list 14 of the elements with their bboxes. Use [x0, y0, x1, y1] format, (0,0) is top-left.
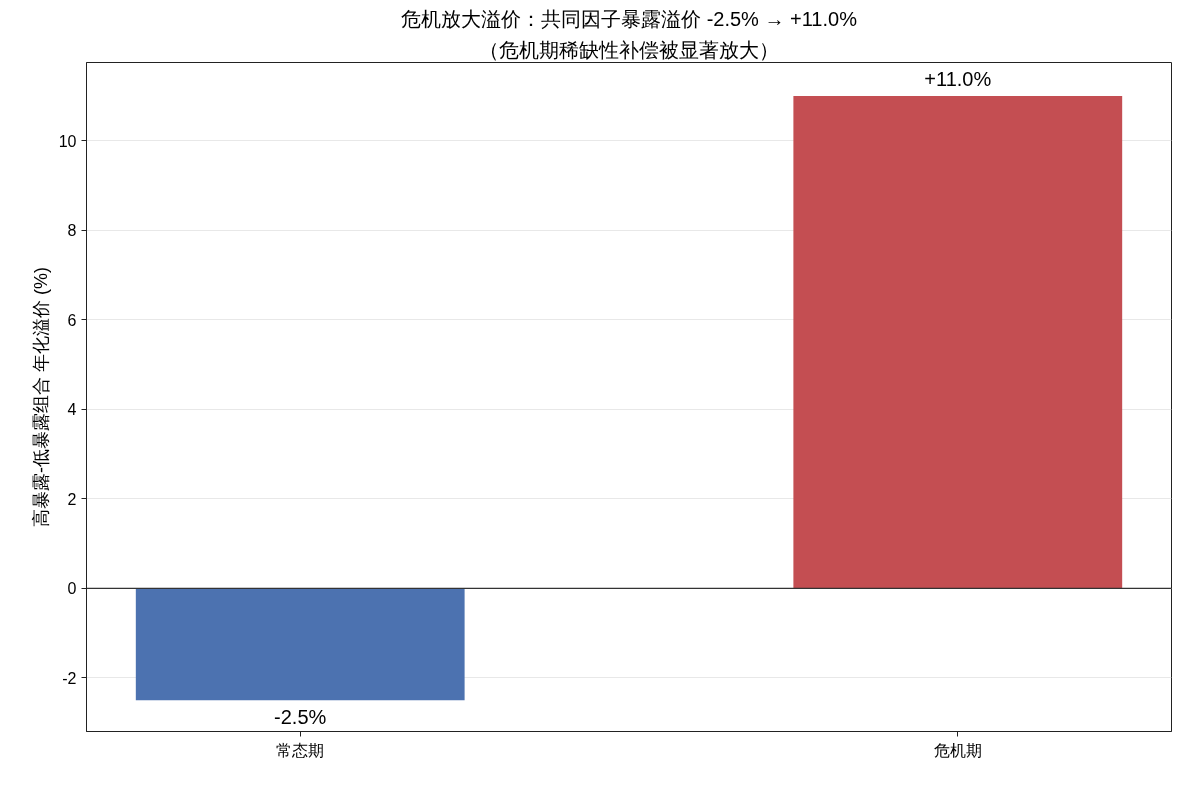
chart-title: 危机放大溢价：共同因子暴露溢价 -2.5% → +11.0% — [401, 7, 858, 30]
data-label: -2.5% — [274, 706, 327, 729]
y-tick-label: -2 — [62, 669, 77, 687]
x-tick-label: 危机期 — [933, 741, 982, 759]
y-axis-title: 高暴露-低暴露组合 年化溢价 (%) — [30, 266, 51, 527]
chart-subtitle: （危机期稀缺性补偿被显著放大） — [479, 38, 779, 61]
y-tick-label: 8 — [67, 222, 77, 240]
y-tick-label: 10 — [58, 132, 77, 150]
y-tick-label: 0 — [67, 580, 77, 598]
y-tick-label: 2 — [67, 490, 77, 508]
y-tick-label: 6 — [67, 311, 77, 329]
y-tick-label: 4 — [67, 401, 77, 419]
data-label: +11.0% — [924, 68, 992, 91]
x-tick-label: 常态期 — [276, 741, 325, 759]
